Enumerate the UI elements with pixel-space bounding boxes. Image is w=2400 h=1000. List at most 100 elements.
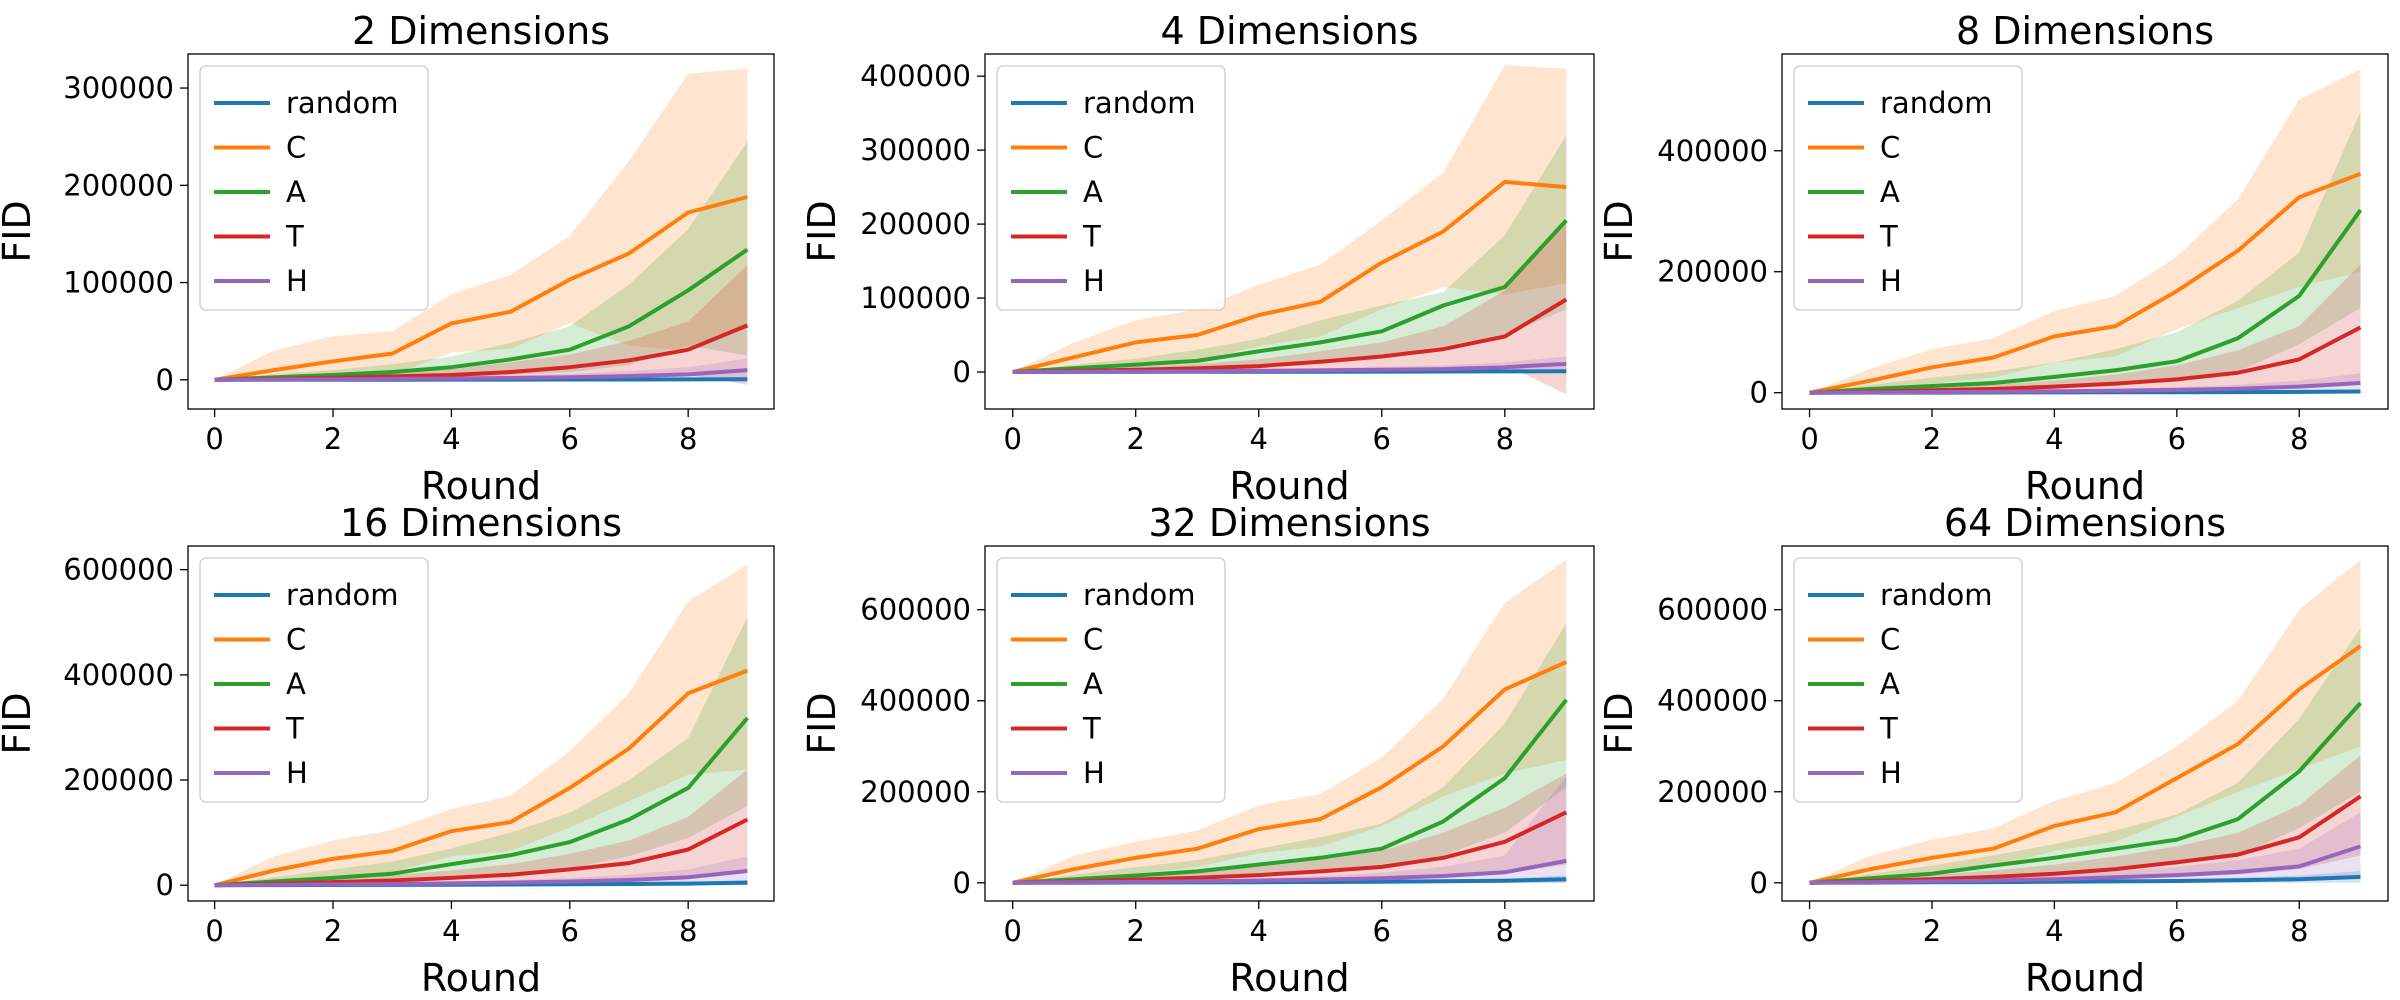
- y-tick-label: 400000: [63, 658, 174, 692]
- y-tick-label: 300000: [860, 133, 971, 167]
- chart-panel: 0 2 4 6 8 0 200000 400000 8 Dimensions Round FID ra…: [1597, 9, 2389, 508]
- x-tick-label: 2: [1126, 914, 1144, 948]
- legend-label-c: C: [1880, 131, 1900, 165]
- axes-frame: [1781, 545, 2389, 902]
- legend-label-random: random: [1083, 86, 1195, 120]
- legend-label-t: T: [1879, 220, 1898, 254]
- y-tick-label: 200000: [1657, 775, 1768, 809]
- y-tick-label: 0: [953, 355, 971, 389]
- legend-label-h: H: [286, 756, 308, 790]
- y-axis-label: FID: [800, 200, 844, 262]
- x-tick-label: 6: [561, 422, 579, 456]
- x-tick-label: 4: [442, 914, 460, 948]
- chart-panel: 0 2 4 6 8 0 200000 400000 600000 16 Dimensions Rou…: [0, 501, 775, 1000]
- y-tick-label: 400000: [860, 684, 971, 718]
- y-tick-label: 200000: [860, 775, 971, 809]
- line-c: [214, 668, 749, 888]
- line-h: [1012, 858, 1567, 885]
- band-c: [1809, 69, 2361, 393]
- legend-label-c: C: [1880, 623, 1900, 657]
- x-tick-label: 4: [2045, 422, 2063, 456]
- legend-label-random: random: [1880, 86, 1992, 120]
- axes-frame: [1781, 53, 2389, 410]
- legend-label-h: H: [1880, 264, 1902, 298]
- legend-label-t: T: [285, 712, 304, 746]
- x-tick-label: 4: [1250, 914, 1268, 948]
- band-c: [1012, 65, 1567, 372]
- line-c: [1012, 660, 1568, 885]
- line-a: [214, 247, 749, 382]
- legend-label-h: H: [286, 264, 308, 298]
- line-h: [1809, 844, 2362, 885]
- band-c: [1012, 559, 1567, 883]
- legend-label-t: T: [1082, 220, 1101, 254]
- y-tick-label: 300000: [63, 71, 174, 105]
- legend-box: [996, 65, 1226, 311]
- plot-area: [214, 564, 749, 888]
- legend-box: [199, 65, 429, 311]
- legend-label-random: random: [1880, 578, 1992, 612]
- x-axis-label: Round: [2025, 464, 2145, 508]
- x-tick-label: 2: [324, 914, 342, 948]
- band-t: [1809, 264, 2361, 393]
- y-tick-label: 600000: [63, 553, 174, 587]
- band-c: [214, 68, 748, 380]
- legend-label-a: A: [286, 175, 306, 209]
- x-tick-label: 0: [1800, 914, 1818, 948]
- band-c: [214, 564, 748, 886]
- y-tick-label: 400000: [1657, 134, 1768, 168]
- line-h: [214, 368, 748, 382]
- x-tick-label: 6: [1373, 422, 1391, 456]
- x-axis-label: Round: [421, 464, 541, 508]
- band-t: [214, 265, 748, 385]
- legend-label-c: C: [1083, 623, 1103, 657]
- legend-label-t: T: [1879, 712, 1898, 746]
- y-tick-label: 600000: [1657, 593, 1768, 627]
- x-tick-label: 2: [1923, 914, 1941, 948]
- line-a: [1809, 701, 2362, 885]
- line-a: [1809, 208, 2363, 395]
- line-a: [1012, 219, 1568, 374]
- y-tick-label: 0: [156, 363, 174, 397]
- x-tick-label: 8: [2290, 422, 2308, 456]
- y-tick-label: 100000: [63, 266, 174, 300]
- plot-area: [1809, 69, 2363, 395]
- legend-label-h: H: [1083, 756, 1105, 790]
- x-tick-label: 6: [2168, 914, 2186, 948]
- band-a: [1809, 627, 2361, 883]
- axes-frame: [187, 545, 775, 902]
- y-tick-label: 0: [1750, 376, 1768, 410]
- y-axis-label: FID: [800, 692, 844, 754]
- line-a: [214, 716, 749, 888]
- y-tick-label: 100000: [860, 281, 971, 315]
- plot-area: [1012, 559, 1568, 885]
- x-tick-label: 8: [679, 422, 697, 456]
- line-c: [1809, 644, 2362, 885]
- x-tick-label: 0: [1800, 422, 1818, 456]
- legend-box: [996, 557, 1226, 803]
- legend-label-a: A: [1880, 175, 1900, 209]
- y-tick-label: 400000: [860, 59, 971, 93]
- band-h: [214, 856, 748, 886]
- y-tick-label: 0: [1750, 866, 1768, 900]
- plot-area: [214, 68, 749, 385]
- legend-label-a: A: [1083, 175, 1103, 209]
- axes-frame: [984, 545, 1595, 902]
- chart-title: 64 Dimensions: [1944, 501, 2226, 545]
- legend-label-a: A: [1083, 667, 1103, 701]
- chart-title: 8 Dimensions: [1956, 9, 2214, 53]
- plot-area: [1012, 65, 1568, 395]
- line-c: [214, 195, 748, 382]
- legend-box: [1793, 65, 2023, 311]
- line-h: [1809, 381, 2361, 395]
- legend-label-a: A: [1880, 667, 1900, 701]
- x-axis-label: Round: [2025, 956, 2145, 1000]
- y-tick-label: 0: [156, 868, 174, 902]
- axes-frame: [984, 53, 1595, 410]
- chart-title: 32 Dimensions: [1148, 501, 1430, 545]
- x-tick-label: 8: [1496, 914, 1514, 948]
